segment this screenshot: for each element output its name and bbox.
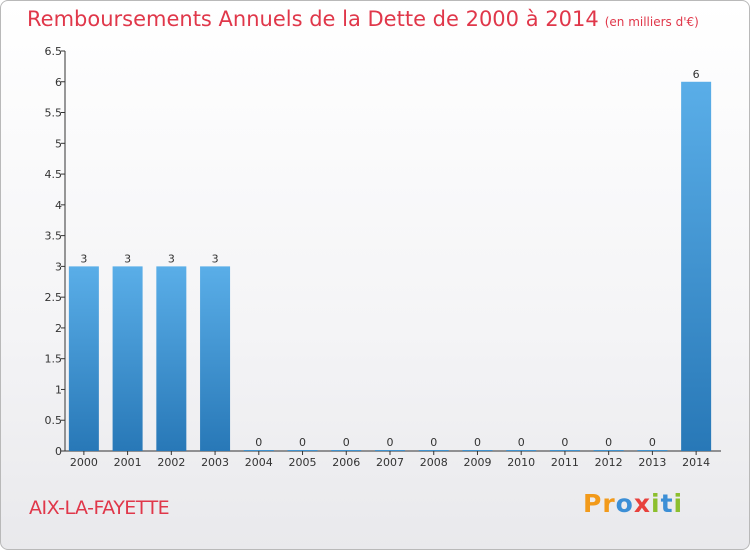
bar-value-label: 0	[430, 436, 437, 449]
bar	[112, 266, 143, 451]
bar	[243, 450, 274, 451]
y-tick-label: 1	[55, 383, 62, 396]
x-tick-label: 2014	[682, 456, 710, 469]
proxiti-logo: Proxiti	[583, 489, 683, 518]
y-tick-label: 5	[55, 137, 62, 150]
x-tick-label: 2012	[595, 456, 623, 469]
y-tick-label: 6.5	[45, 45, 63, 58]
x-tick-label: 2004	[245, 456, 273, 469]
bar	[418, 450, 449, 451]
bar	[287, 450, 318, 451]
logo-letter: P	[583, 489, 603, 518]
bar	[506, 450, 537, 451]
bar-value-label: 0	[561, 436, 568, 449]
commune-name: AIX-LA-FAYETTE	[29, 497, 170, 519]
logo-letter: x	[633, 489, 651, 518]
bar	[462, 450, 493, 451]
bar-value-label: 3	[124, 252, 131, 265]
bar-value-label: 3	[168, 252, 175, 265]
chart-title: Remboursements Annuels de la Dette de 20…	[27, 7, 699, 31]
x-tick-label: 2009	[463, 456, 491, 469]
bar	[637, 450, 668, 451]
y-tick-label: 2.5	[45, 291, 63, 304]
x-tick-label: 2003	[201, 456, 229, 469]
x-tick-label: 2008	[420, 456, 448, 469]
bar	[681, 81, 712, 452]
logo-letter: i	[673, 489, 684, 518]
bar-value-label: 3	[80, 252, 87, 265]
y-tick-label: 4.5	[45, 168, 63, 181]
y-tick-label: 2	[55, 322, 62, 335]
logo-letter: o	[615, 489, 634, 518]
bar	[156, 266, 187, 451]
bar	[68, 266, 99, 451]
bar	[200, 266, 231, 451]
y-tick-label: 0	[55, 445, 62, 458]
x-tick-label: 2011	[551, 456, 579, 469]
x-tick-label: 2000	[70, 456, 98, 469]
bar-value-label: 0	[255, 436, 262, 449]
bar	[375, 450, 405, 451]
bar-value-label: 0	[649, 436, 656, 449]
x-tick-label: 2002	[157, 456, 185, 469]
x-tick-label: 2010	[507, 456, 535, 469]
y-tick-label: 0.5	[45, 414, 63, 427]
y-tick-label: 3	[55, 260, 62, 273]
bar-value-label: 0	[299, 436, 306, 449]
x-tick-label: 2001	[114, 456, 142, 469]
bar-value-label: 0	[605, 436, 612, 449]
bar	[593, 450, 624, 451]
bar	[549, 450, 580, 451]
bar-value-label: 0	[343, 436, 350, 449]
bar-value-label: 6	[693, 68, 700, 81]
y-tick-label: 5.5	[45, 107, 63, 120]
bar-value-label: 0	[474, 436, 481, 449]
y-tick-label: 3.5	[45, 230, 63, 243]
x-tick-label: 2007	[376, 456, 404, 469]
y-tick-label: 4	[55, 199, 62, 212]
logo-letter: i	[651, 489, 661, 518]
x-tick-label: 2013	[638, 456, 666, 469]
y-tick-label: 1.5	[45, 353, 63, 366]
x-tick-label: 2005	[289, 456, 317, 469]
bar-value-label: 0	[387, 436, 394, 449]
bar-value-label: 3	[212, 252, 219, 265]
chart-unit: (en milliers d'€)	[604, 15, 699, 29]
x-tick-label: 2006	[332, 456, 360, 469]
y-tick-label: 6	[55, 76, 62, 89]
logo-letter: r	[602, 489, 616, 518]
bar	[331, 450, 362, 451]
bar-value-label: 0	[518, 436, 525, 449]
logo-letter: t	[660, 489, 674, 518]
